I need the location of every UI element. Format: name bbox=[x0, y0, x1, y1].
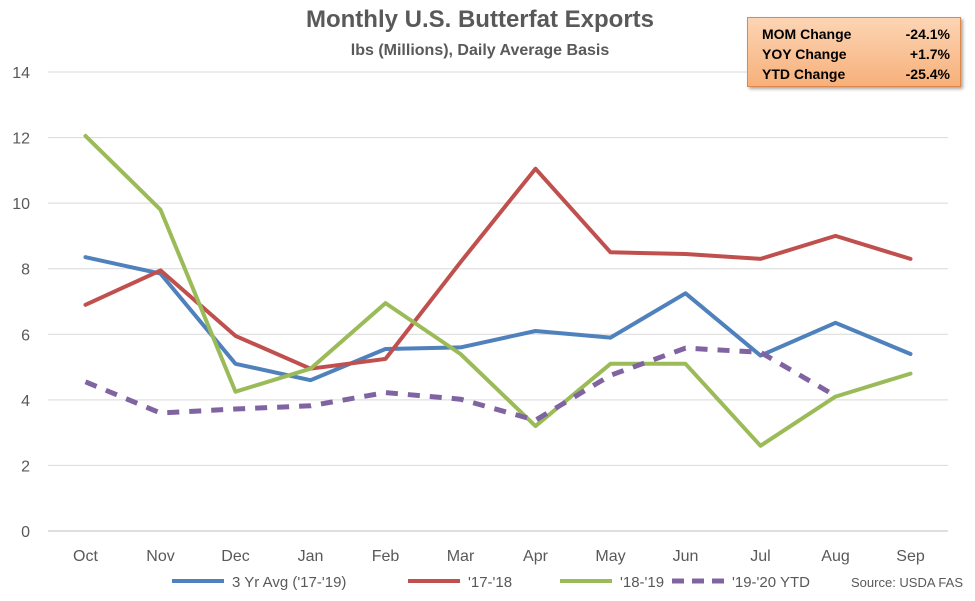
x-tick-label: Aug bbox=[821, 548, 849, 565]
series-line-2 bbox=[83, 133, 913, 448]
x-tick-label: Nov bbox=[146, 548, 174, 565]
y-tick-label: 10 bbox=[12, 196, 30, 213]
y-tick-label: 4 bbox=[21, 393, 30, 410]
y-tick-label: 12 bbox=[12, 131, 30, 148]
stat-label: YOY Change bbox=[762, 46, 847, 62]
stat-value: -25.4% bbox=[905, 66, 950, 82]
y-tick-label: 14 bbox=[12, 65, 30, 82]
series-line-3 bbox=[84, 345, 837, 423]
stat-label: MOM Change bbox=[762, 26, 852, 42]
legend-label: '19-'20 YTD bbox=[732, 574, 810, 591]
stat-value: +1.7% bbox=[909, 46, 950, 62]
x-tick-label: Oct bbox=[73, 548, 98, 565]
source-note: Source: USDA FAS bbox=[851, 575, 963, 590]
x-tick-label: Feb bbox=[372, 548, 400, 565]
legend-label: 3 Yr Avg ('17-'19) bbox=[232, 574, 346, 591]
x-tick-label: Mar bbox=[447, 548, 475, 565]
x-tick-label: Apr bbox=[523, 548, 549, 565]
stats-box: MOM Change -24.1% YOY Change +1.7% YTD C… bbox=[747, 17, 961, 87]
x-tick-label: Sep bbox=[896, 548, 925, 565]
stat-row-mom: MOM Change -24.1% bbox=[762, 24, 950, 44]
y-tick-label: 6 bbox=[21, 327, 30, 344]
series-line-0 bbox=[83, 255, 913, 383]
stat-row-yoy: YOY Change +1.7% bbox=[762, 44, 950, 64]
chart-title: Monthly U.S. Butterfat Exports bbox=[305, 6, 654, 33]
x-tick-label: Jan bbox=[298, 548, 324, 565]
x-tick-label: Jun bbox=[673, 548, 699, 565]
y-tick-label: 8 bbox=[21, 262, 30, 279]
x-tick-label: Dec bbox=[221, 548, 249, 565]
legend-label: '18-'19 bbox=[620, 574, 664, 591]
legend-label: '17-'18 bbox=[468, 574, 512, 591]
x-tick-label: May bbox=[595, 548, 625, 565]
y-tick-label: 0 bbox=[21, 524, 30, 541]
chart-subtitle: lbs (Millions), Daily Average Basis bbox=[350, 42, 610, 59]
stat-row-ytd: YTD Change -25.4% bbox=[762, 64, 950, 84]
x-tick-label: Jul bbox=[750, 548, 770, 565]
stat-label: YTD Change bbox=[762, 66, 846, 82]
series-line-1 bbox=[83, 166, 913, 371]
stat-value: -24.1% bbox=[905, 26, 950, 42]
y-tick-label: 2 bbox=[21, 458, 30, 475]
